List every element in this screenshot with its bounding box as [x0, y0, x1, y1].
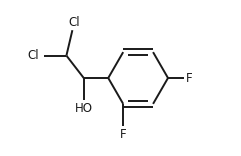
Text: HO: HO: [75, 102, 93, 115]
Text: Cl: Cl: [28, 49, 40, 62]
Text: F: F: [186, 71, 193, 85]
Text: Cl: Cl: [68, 16, 80, 29]
Text: F: F: [120, 128, 127, 141]
